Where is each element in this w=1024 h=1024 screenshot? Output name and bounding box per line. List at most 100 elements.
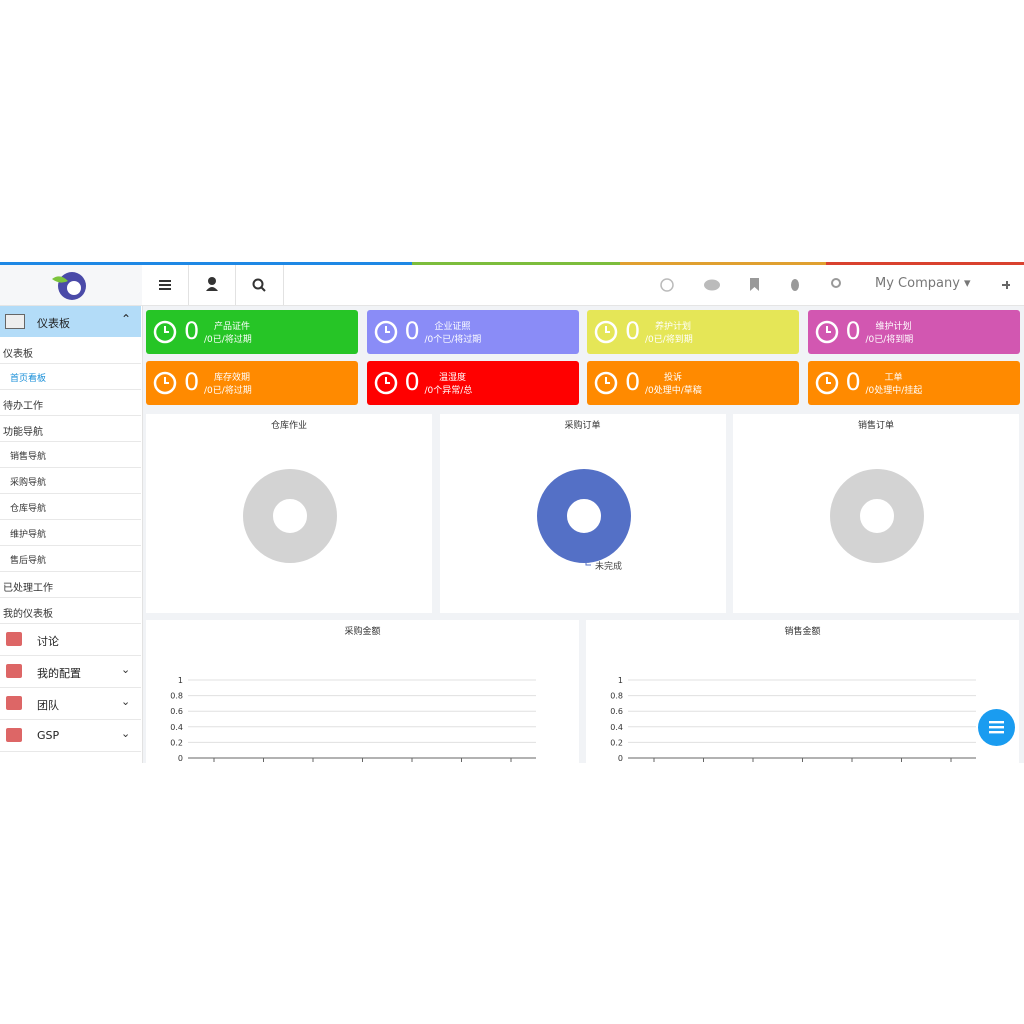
menu-item[interactable]: 已处理工作 xyxy=(0,572,141,598)
stat-tile[interactable]: 0 产品证件/0已/将过期 xyxy=(146,310,358,354)
module-item[interactable]: 我的配置 ⌄ xyxy=(0,656,141,688)
clock-icon xyxy=(374,320,397,344)
stat-tile[interactable]: 0 投诉/0处理中/草稿 xyxy=(587,361,799,405)
y-tick-label: 0.2 xyxy=(610,738,623,747)
y-tick-label: 0.4 xyxy=(610,723,623,732)
menu-label[interactable]: 售后导航 xyxy=(10,556,47,566)
tile-subtitle: /0个已/将过期 xyxy=(424,335,482,345)
menu-label[interactable]: 仓库导航 xyxy=(10,504,47,514)
tile-title: 产品证件 xyxy=(213,322,250,332)
stat-tile[interactable]: 0 养护计划/0已/将到期 xyxy=(587,310,799,354)
chart-title: 仓库作业 xyxy=(270,421,307,431)
logout-icon[interactable] xyxy=(1002,281,1010,289)
bug-icon[interactable] xyxy=(791,279,799,291)
stat-tile[interactable]: 0 工单/0处理中/挂起 xyxy=(807,361,1020,405)
expand-caret: ⌄ xyxy=(121,727,131,740)
tile-title: 工单 xyxy=(884,373,903,383)
menu-label[interactable]: 功能导航 xyxy=(3,427,43,438)
sidebar-section[interactable]: 仪表板 ⌃ xyxy=(0,306,141,337)
y-tick-label: 0.8 xyxy=(610,692,623,701)
y-tick-label: 0.8 xyxy=(170,692,183,701)
stat-tile[interactable]: 0 库存效期/0已/将过期 xyxy=(146,361,358,405)
menu-label[interactable]: 维护导航 xyxy=(10,530,47,540)
line-chart: 0 0.2 0.4 0.6 0.8 1 xyxy=(610,676,976,763)
clock-icon xyxy=(815,320,838,344)
y-tick-label: 0 xyxy=(178,754,183,763)
menu-toggle[interactable] xyxy=(142,265,189,305)
line-panel: 销售金额 0 0.2 0.4 0.6 0.8 1 xyxy=(586,620,1019,763)
logo xyxy=(52,272,86,300)
clock-hands xyxy=(825,377,831,384)
chart-title: 销售金额 xyxy=(784,627,821,637)
stripe xyxy=(620,262,826,265)
menu-item[interactable]: 维护导航 xyxy=(0,520,141,546)
menu-label[interactable]: 已处理工作 xyxy=(3,583,53,594)
clock-ring xyxy=(594,320,618,344)
donut-ring xyxy=(536,469,631,563)
header-icons xyxy=(660,278,1010,292)
tile-count: 0 xyxy=(404,317,420,345)
legend-leader xyxy=(585,559,591,566)
tile-count: 0 xyxy=(845,317,861,345)
tile-count: 0 xyxy=(184,368,200,396)
logo-area xyxy=(0,265,143,305)
menu-item[interactable]: 销售导航 xyxy=(0,442,141,468)
history-icon[interactable] xyxy=(660,278,674,292)
stat-tile[interactable]: 0 温湿度/0个异常/总 xyxy=(366,361,579,405)
module-item[interactable]: GSP ⌄ xyxy=(0,720,141,752)
module-label[interactable]: 我的配置 xyxy=(37,667,81,680)
module-label[interactable]: 团队 xyxy=(37,699,59,712)
y-tick-label: 1 xyxy=(618,676,623,685)
clock-icon xyxy=(594,320,618,344)
tile-subtitle: /0已/将到期 xyxy=(645,335,693,345)
menu-label[interactable]: 销售导航 xyxy=(10,452,47,462)
module-label[interactable]: GSP xyxy=(37,729,60,742)
tile-subtitle: /0已/将过期 xyxy=(204,335,252,345)
app: My Company ▾ 仪表板 ⌃ 仪表板首页看板待办工作功能导航销售导航采购导航… xyxy=(0,262,1024,763)
y-tick-label: 0.6 xyxy=(610,707,623,716)
menu-item[interactable]: 待办工作 xyxy=(0,390,141,416)
clock-hands xyxy=(384,326,390,333)
tile-subtitle: /0已/将过期 xyxy=(204,386,252,396)
module-item[interactable]: 讨论 xyxy=(0,624,141,656)
menu-item[interactable]: 首页看板 xyxy=(0,364,141,390)
user-button[interactable] xyxy=(189,265,236,305)
float-menu[interactable] xyxy=(978,709,1015,746)
menu-label[interactable]: 我的仪表板 xyxy=(3,609,53,620)
company-name[interactable]: My Company xyxy=(875,276,960,291)
donut-panel: 采购订单 未完成 xyxy=(439,414,726,613)
menu-item[interactable]: 我的仪表板 xyxy=(0,598,141,624)
clock-icon xyxy=(594,371,618,395)
chat-icon[interactable] xyxy=(704,279,720,291)
y-tick-label: 0.4 xyxy=(170,723,183,732)
menu-label[interactable]: 仪表板 xyxy=(3,349,33,360)
main: 0 产品证件/0已/将过期 0 企业证照/0个已/将过期 0 养护计划/0已/将到期 0 维护… xyxy=(0,262,1024,763)
stat-tile[interactable]: 0 企业证照/0个已/将过期 xyxy=(366,310,579,354)
menu-label[interactable]: 首页看板 xyxy=(10,374,47,384)
module-item[interactable]: 团队 ⌄ xyxy=(0,688,141,720)
clock-ring xyxy=(153,371,177,395)
search-button[interactable] xyxy=(236,265,284,305)
menu-item[interactable]: 采购导航 xyxy=(0,468,141,494)
menu-label[interactable]: 待办工作 xyxy=(3,401,43,412)
menu-item[interactable]: 售后导航 xyxy=(0,546,141,572)
stat-tile[interactable]: 0 维护计划/0已/将到期 xyxy=(807,310,1020,354)
clock-ring xyxy=(815,320,838,344)
menu-label[interactable]: 采购导航 xyxy=(10,478,47,488)
menu-item[interactable]: 仓库导航 xyxy=(0,494,141,520)
tile-count: 0 xyxy=(845,368,861,396)
clock-ring xyxy=(153,320,177,344)
donut-chart xyxy=(243,469,337,563)
tile-count: 0 xyxy=(625,368,641,396)
company-switcher[interactable]: My Company ▾ xyxy=(875,276,971,291)
tile-count: 0 xyxy=(184,317,200,345)
settings-icon[interactable] xyxy=(831,278,841,288)
donut-chart xyxy=(830,469,924,563)
menu-item[interactable]: 仪表板 xyxy=(0,338,141,364)
bookmark-icon[interactable] xyxy=(750,278,759,291)
clock-ring xyxy=(815,371,838,395)
menu-item[interactable]: 功能导航 xyxy=(0,416,141,442)
module-label[interactable]: 讨论 xyxy=(37,635,59,648)
tile-title: 企业证照 xyxy=(434,322,471,332)
